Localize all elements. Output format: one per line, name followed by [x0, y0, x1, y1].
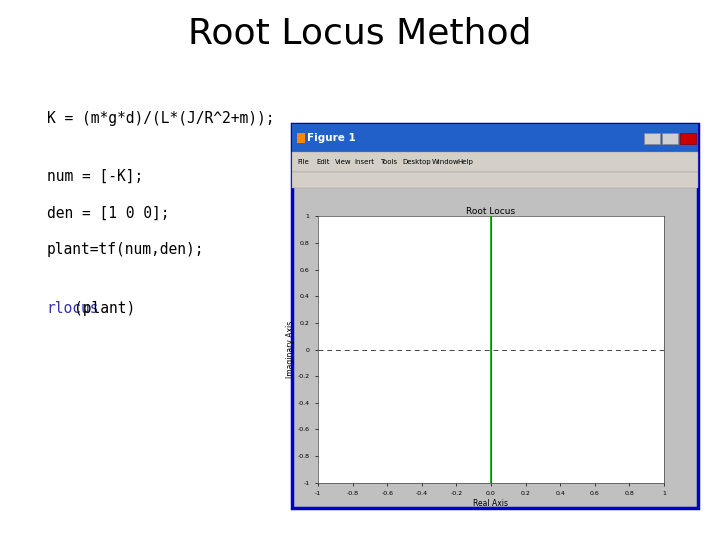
- Title: Root Locus: Root Locus: [467, 207, 516, 215]
- Bar: [292, 172, 698, 188]
- Bar: [292, 152, 698, 172]
- Text: Desktop: Desktop: [402, 159, 431, 165]
- Text: Help: Help: [457, 159, 473, 165]
- Text: Edit: Edit: [316, 159, 330, 165]
- Text: Figure 1: Figure 1: [307, 133, 356, 143]
- Text: (plant): (plant): [73, 301, 135, 316]
- Bar: [297, 133, 305, 143]
- Bar: [662, 133, 678, 144]
- Text: View: View: [335, 159, 351, 165]
- Bar: [292, 124, 698, 508]
- Text: File: File: [297, 159, 309, 165]
- Bar: [292, 124, 698, 152]
- X-axis label: Real Axis: Real Axis: [474, 499, 508, 508]
- Bar: [644, 133, 660, 144]
- Text: den = [1 0 0];: den = [1 0 0];: [47, 206, 169, 221]
- Text: Window: Window: [431, 159, 459, 165]
- Text: Insert: Insert: [354, 159, 374, 165]
- Text: Root Locus Method: Root Locus Method: [188, 16, 532, 50]
- Text: plant=tf(num,den);: plant=tf(num,den);: [47, 242, 204, 258]
- Text: rlocus: rlocus: [47, 301, 99, 316]
- Bar: [680, 133, 696, 144]
- Text: K = (m*g*d)/(L*(J/R^2+m));: K = (m*g*d)/(L*(J/R^2+m));: [47, 111, 274, 126]
- Text: Tools: Tools: [379, 159, 397, 165]
- Y-axis label: Imaginary Axis: Imaginary Axis: [286, 321, 294, 378]
- Text: num = [-K];: num = [-K];: [47, 169, 143, 184]
